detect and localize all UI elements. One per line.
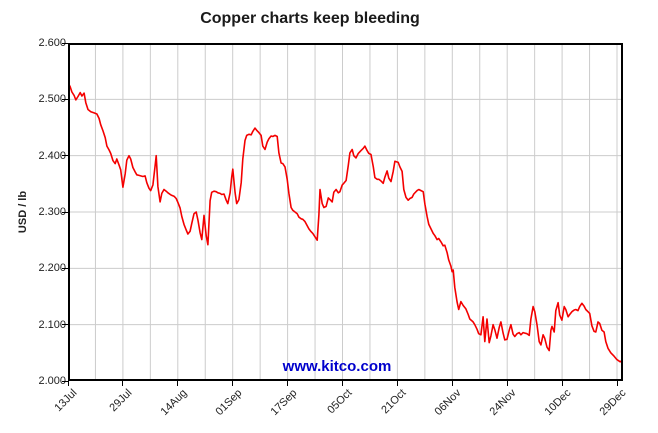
y-tick-mark bbox=[62, 42, 68, 44]
y-tick-mark bbox=[62, 380, 68, 382]
x-tick-mark bbox=[506, 381, 508, 386]
y-tick-label: 2.100 bbox=[38, 318, 66, 331]
y-tick-label: 2.300 bbox=[38, 206, 66, 218]
plot-area bbox=[68, 43, 623, 381]
x-tick-mark bbox=[342, 381, 343, 386]
y-tick-mark bbox=[62, 267, 68, 269]
x-tick-label: 01Sep bbox=[213, 387, 245, 418]
x-tick-label: 17Sep bbox=[268, 387, 300, 418]
y-tick-label: 2.500 bbox=[38, 93, 66, 106]
price-line bbox=[68, 81, 623, 363]
x-tick-label: 13Jul bbox=[52, 387, 80, 415]
x-tick-label: 14Aug bbox=[158, 387, 190, 418]
x-tick-mark bbox=[232, 381, 234, 386]
chart-title: Copper charts keep bleeding bbox=[200, 10, 420, 27]
x-tick-mark bbox=[561, 381, 563, 386]
x-tick-mark bbox=[616, 381, 618, 386]
y-tick-label: 2.000 bbox=[38, 375, 66, 387]
y-tick-mark bbox=[62, 211, 68, 213]
x-tick-mark bbox=[67, 381, 69, 386]
y-tick-label: 2.200 bbox=[38, 262, 66, 275]
x-tick-label: 29Jul bbox=[107, 387, 135, 415]
x-tick-mark bbox=[396, 381, 398, 386]
x-tick-label: 29Dec bbox=[597, 387, 629, 418]
y-tick-label: 2.400 bbox=[38, 149, 66, 162]
x-tick-label: 21Oct bbox=[379, 387, 409, 417]
x-tick-label: 05Oct bbox=[324, 387, 354, 417]
x-tick-mark bbox=[451, 381, 453, 386]
x-tick-label: 24Nov bbox=[487, 387, 519, 418]
x-tick-label: 10Dec bbox=[542, 387, 574, 418]
x-tick-mark bbox=[122, 381, 124, 386]
gridlines bbox=[68, 43, 623, 381]
x-tick-mark bbox=[287, 381, 289, 386]
y-tick-label: 2.600 bbox=[38, 37, 66, 49]
x-tick-mark bbox=[177, 381, 179, 386]
x-tick-label: 06Nov bbox=[432, 387, 464, 418]
y-tick-mark bbox=[62, 98, 68, 100]
y-tick-mark bbox=[62, 324, 68, 326]
y-tick-mark bbox=[62, 155, 68, 157]
kitco-watermark: www.kitco.com bbox=[282, 358, 392, 375]
plot-border bbox=[68, 43, 623, 381]
